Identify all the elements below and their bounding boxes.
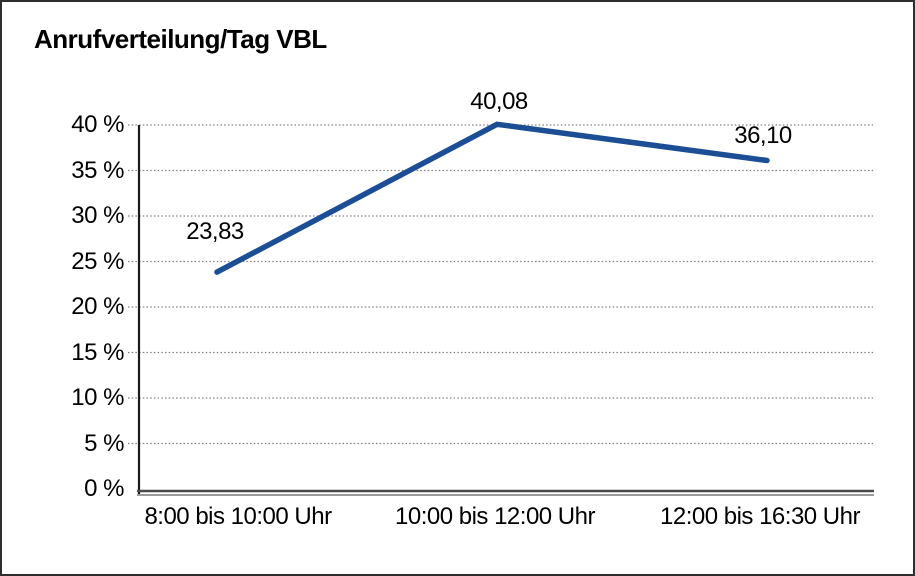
y-tick-label: 30 % xyxy=(71,202,124,229)
data-point-label: 40,08 xyxy=(470,88,528,116)
chart-title: Anrufverteilung/Tag VBL xyxy=(34,24,327,54)
x-category-label: 10:00 bis 12:00 Uhr xyxy=(395,503,595,530)
y-tick-label: 40 % xyxy=(71,111,124,138)
data-line xyxy=(214,121,770,275)
y-tick-label: 5 % xyxy=(84,429,124,457)
data-point-label: 23,83 xyxy=(186,218,244,246)
y-tick-label: 15 % xyxy=(71,338,124,366)
y-tick-label: 0 % xyxy=(84,475,124,502)
x-category-label: 12:00 bis 16:30 Uhr xyxy=(660,503,860,530)
y-tick-label: 35 % xyxy=(71,156,124,184)
y-tick-label: 25 % xyxy=(71,247,124,275)
data-point-label: 36,10 xyxy=(734,122,792,150)
gridlines xyxy=(128,124,873,445)
x-category-label: 8:00 bis 10:00 Uhr xyxy=(144,503,332,530)
y-tick-label: 10 % xyxy=(71,384,124,411)
y-tick-label: 20 % xyxy=(71,293,124,320)
